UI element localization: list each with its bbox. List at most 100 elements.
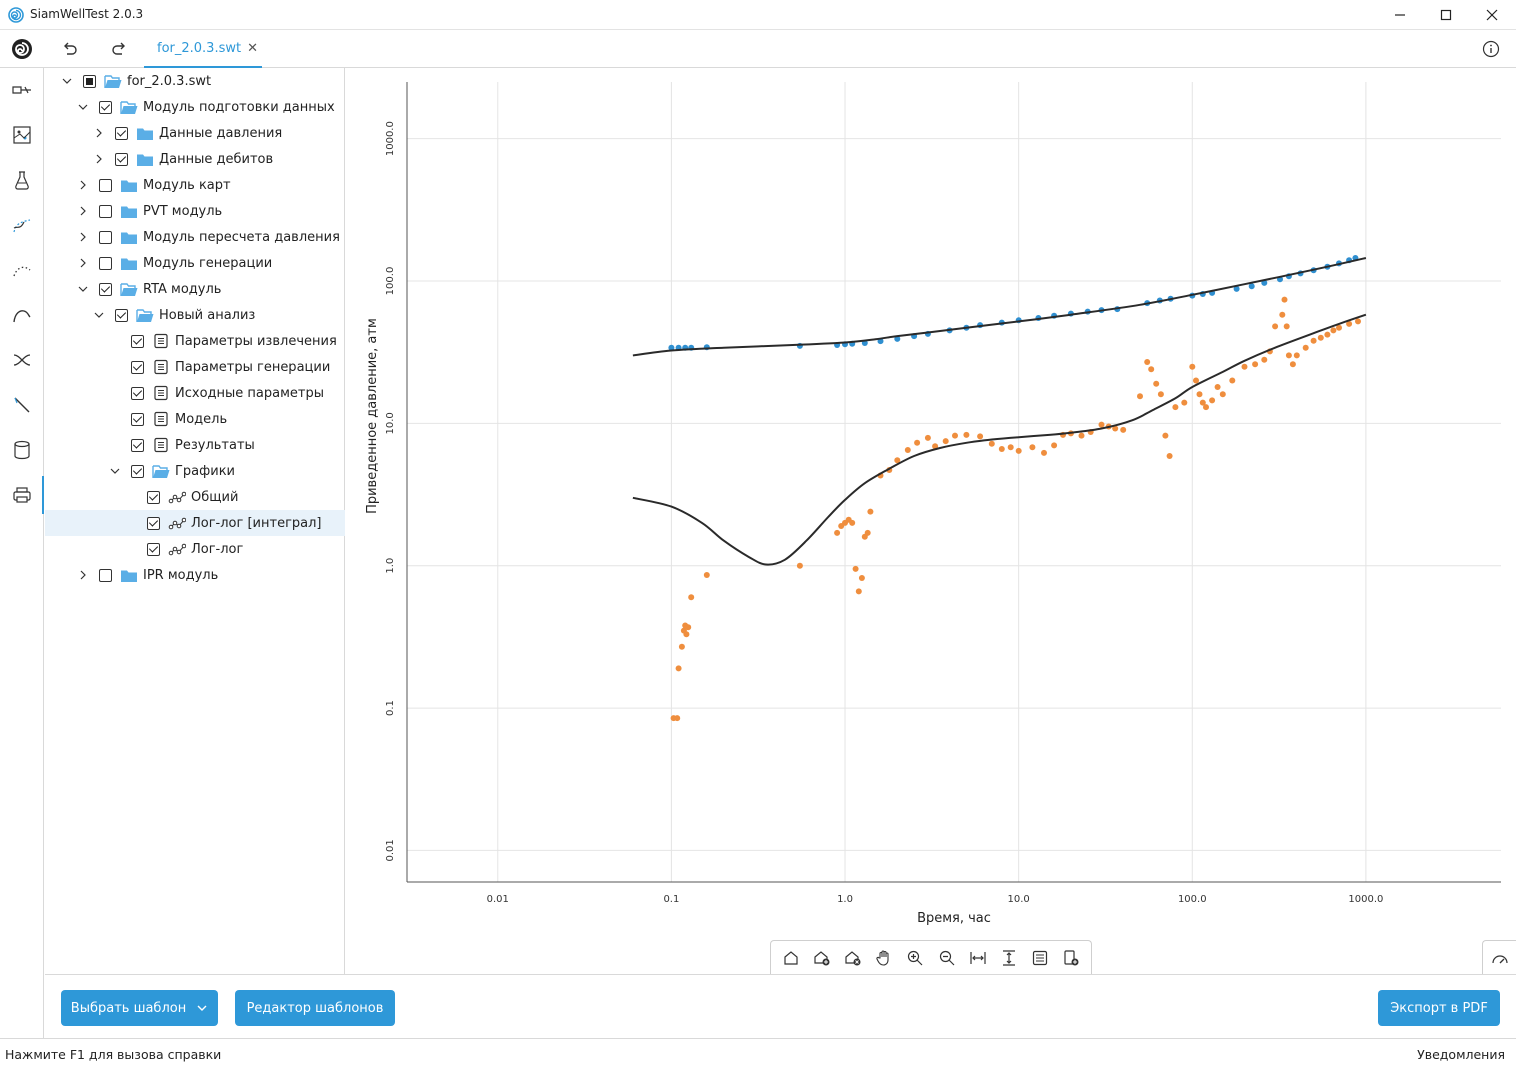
- rail-print-button[interactable]: [10, 483, 34, 507]
- chart-add-page-button[interactable]: [1060, 947, 1082, 969]
- tree-node[interactable]: Модель: [45, 406, 345, 432]
- chart-zoom-out-button[interactable]: [936, 947, 958, 969]
- rail-cross-curve-button[interactable]: [10, 348, 34, 372]
- chevron-right-icon[interactable]: [76, 568, 90, 582]
- derivative-point: [1272, 323, 1279, 330]
- tree-node[interactable]: Модуль карт: [45, 172, 345, 198]
- tree-checkbox[interactable]: [115, 152, 128, 166]
- tree-node[interactable]: Новый анализ: [45, 302, 345, 328]
- home-icon: [783, 950, 798, 965]
- chart-zoom-in-button[interactable]: [904, 947, 926, 969]
- chart-fit-x-button[interactable]: [967, 947, 989, 969]
- rail-recalc-button[interactable]: [10, 213, 34, 237]
- rail-data-prep-button[interactable]: [10, 78, 34, 102]
- tree-node[interactable]: Графики: [45, 458, 345, 484]
- tree-checkbox[interactable]: [99, 178, 112, 192]
- chevron-down-icon[interactable]: [76, 282, 90, 296]
- tree-checkbox[interactable]: [147, 516, 160, 530]
- tree-node[interactable]: Параметры извлечения: [45, 328, 345, 354]
- tab-file[interactable]: for_2.0.3.swt ✕: [144, 30, 262, 68]
- tree-node[interactable]: Модуль подготовки данных: [45, 94, 345, 120]
- tree-checkbox[interactable]: [131, 438, 144, 452]
- tree-node[interactable]: PVT модуль: [45, 198, 345, 224]
- tree-node[interactable]: for_2.0.3.swt: [45, 68, 345, 94]
- undo-button[interactable]: [58, 37, 82, 61]
- tree-checkbox[interactable]: [131, 464, 144, 478]
- chevron-down-icon[interactable]: [60, 74, 74, 88]
- folder-icon: [120, 255, 138, 271]
- tree-node[interactable]: Лог-лог [интеграл]: [45, 510, 345, 536]
- export-pdf-button[interactable]: Экспорт в PDF: [1378, 990, 1500, 1026]
- tree-checkbox[interactable]: [147, 490, 160, 504]
- tree-node[interactable]: Результаты: [45, 432, 345, 458]
- tree-node[interactable]: Данные давления: [45, 120, 345, 146]
- home-logo-button[interactable]: [10, 37, 34, 61]
- rail-database-button[interactable]: [10, 438, 34, 462]
- tree-node[interactable]: Исходные параметры: [45, 380, 345, 406]
- chevron-down-icon[interactable]: [92, 308, 106, 322]
- chart-gauge-button[interactable]: [1482, 940, 1516, 974]
- tree-checkbox[interactable]: [99, 230, 112, 244]
- tree-node[interactable]: Параметры генерации: [45, 354, 345, 380]
- tree-checkbox[interactable]: [131, 386, 144, 400]
- info-button[interactable]: [1479, 37, 1503, 61]
- template-editor-button[interactable]: Редактор шаблонов: [235, 990, 395, 1026]
- minimize-icon: [1395, 14, 1405, 16]
- tree-node[interactable]: Данные дебитов: [45, 146, 345, 172]
- choose-template-button[interactable]: Выбрать шаблон: [61, 990, 218, 1026]
- minimize-button[interactable]: [1377, 0, 1423, 30]
- chevron-right-icon[interactable]: [76, 204, 90, 218]
- tree-checkbox[interactable]: [99, 568, 112, 582]
- rail-ipr-button[interactable]: [10, 393, 34, 417]
- tree-node[interactable]: RTA модуль: [45, 276, 345, 302]
- rail-pvt-button[interactable]: [10, 168, 34, 192]
- chevron-right-icon[interactable]: [92, 126, 106, 140]
- tree-checkbox[interactable]: [99, 282, 112, 296]
- tab-close-icon[interactable]: ✕: [247, 40, 258, 56]
- chart-home-add-button[interactable]: [811, 947, 833, 969]
- derivative-point: [1355, 318, 1361, 325]
- chart-home-button[interactable]: [780, 947, 802, 969]
- chart-fit-y-button[interactable]: [998, 947, 1020, 969]
- chevron-right-icon[interactable]: [76, 230, 90, 244]
- tree-checkbox[interactable]: [131, 412, 144, 426]
- tree-node[interactable]: IPR модуль: [45, 562, 345, 588]
- close-window-button[interactable]: [1469, 0, 1515, 30]
- tree-node[interactable]: Лог-лог: [45, 536, 345, 562]
- chart-legend-button[interactable]: [1029, 947, 1051, 969]
- tree-node-label: Параметры генерации: [175, 359, 331, 375]
- tree-checkbox[interactable]: [83, 74, 96, 88]
- tree-checkbox[interactable]: [131, 360, 144, 374]
- derivative-point: [1209, 397, 1216, 404]
- tree-node[interactable]: Общий: [45, 484, 345, 510]
- rail-generation-button[interactable]: [10, 258, 34, 282]
- chevron-right-icon[interactable]: [92, 152, 106, 166]
- tree-node[interactable]: Модуль пересчета давления: [45, 224, 345, 250]
- derivative-point: [1336, 324, 1342, 331]
- redo-button[interactable]: [107, 37, 131, 61]
- tree-checkbox[interactable]: [99, 204, 112, 218]
- tree-checkbox[interactable]: [147, 542, 160, 556]
- plot-canvas[interactable]: 0.010.11.010.0100.01000.01E40.010.11.010…: [346, 68, 1516, 974]
- curve-icon: [13, 310, 31, 323]
- chevron-down-icon[interactable]: [76, 100, 90, 114]
- chevron-down-icon[interactable]: [108, 464, 122, 478]
- chart-pan-button[interactable]: [873, 947, 895, 969]
- tree-checkbox[interactable]: [115, 126, 128, 140]
- tree-checkbox[interactable]: [99, 100, 112, 114]
- tree-checkbox[interactable]: [115, 308, 128, 322]
- tree-checkbox[interactable]: [99, 256, 112, 270]
- chevron-right-icon[interactable]: [76, 178, 90, 192]
- chart-home-remove-button[interactable]: [842, 947, 864, 969]
- notifications-link[interactable]: Уведомления: [1417, 1047, 1505, 1062]
- rail-rta-button[interactable]: [10, 303, 34, 327]
- toolbar: for_2.0.3.swt ✕: [0, 30, 1516, 68]
- tree-checkbox[interactable]: [131, 334, 144, 348]
- tree-node[interactable]: Модуль генерации: [45, 250, 345, 276]
- info-icon: [1482, 40, 1500, 58]
- maximize-button[interactable]: [1423, 0, 1469, 30]
- rail-maps-button[interactable]: [10, 123, 34, 147]
- derivative-point: [1281, 296, 1288, 303]
- chevron-right-icon[interactable]: [76, 256, 90, 270]
- printer-icon: [13, 487, 31, 503]
